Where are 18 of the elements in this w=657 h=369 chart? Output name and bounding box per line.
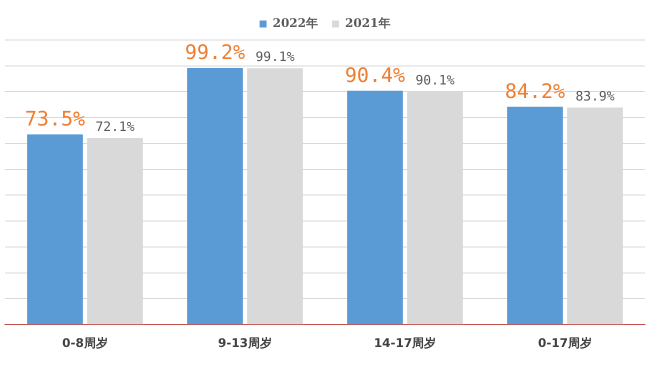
data-label: 99.1% bbox=[255, 50, 295, 66]
data-label: 73.5% bbox=[24, 106, 86, 131]
legend-label: 2022年 bbox=[272, 16, 318, 30]
data-label: 83.9% bbox=[575, 89, 615, 104]
data-label: 99.2% bbox=[184, 40, 246, 64]
data-label: 90.4% bbox=[344, 62, 406, 87]
bar bbox=[507, 106, 563, 324]
x-tick-label: 0-8周岁 bbox=[62, 336, 108, 350]
x-tick-label: 9-13周岁 bbox=[218, 336, 272, 350]
data-label: 84.2% bbox=[504, 78, 566, 103]
x-tick-label: 14-17周岁 bbox=[374, 336, 436, 350]
data-label: 90.1% bbox=[415, 73, 455, 88]
data-label: 72.1% bbox=[95, 120, 135, 135]
legend-label: 2021年 bbox=[345, 16, 390, 30]
bar bbox=[187, 68, 243, 324]
x-tick-label: 0-17周岁 bbox=[538, 336, 592, 350]
bar bbox=[27, 134, 83, 324]
bar bbox=[347, 90, 403, 324]
